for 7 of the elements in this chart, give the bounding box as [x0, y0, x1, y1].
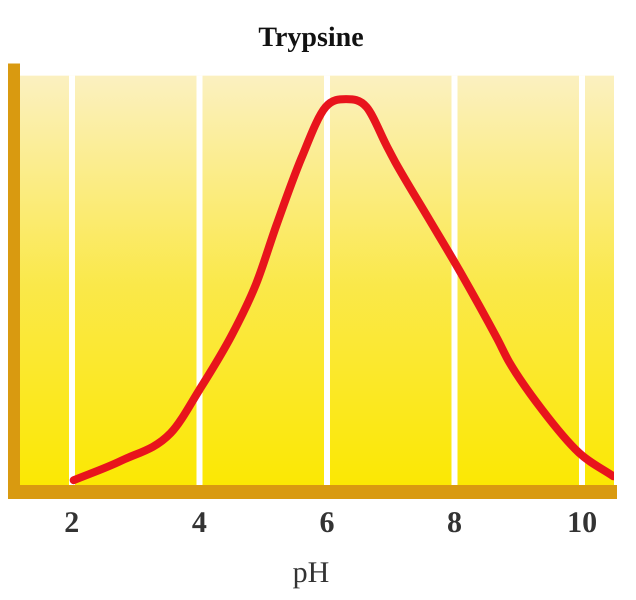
x-tick-label: 8: [447, 506, 462, 539]
x-tick-label: 4: [192, 506, 207, 539]
x-tick-label: 2: [64, 506, 80, 539]
x-tick-label: 6: [319, 506, 334, 539]
x-axis-title: pH: [292, 556, 330, 589]
chart-title: Trypsine: [258, 22, 364, 54]
x-tick-label: 10: [567, 506, 598, 539]
